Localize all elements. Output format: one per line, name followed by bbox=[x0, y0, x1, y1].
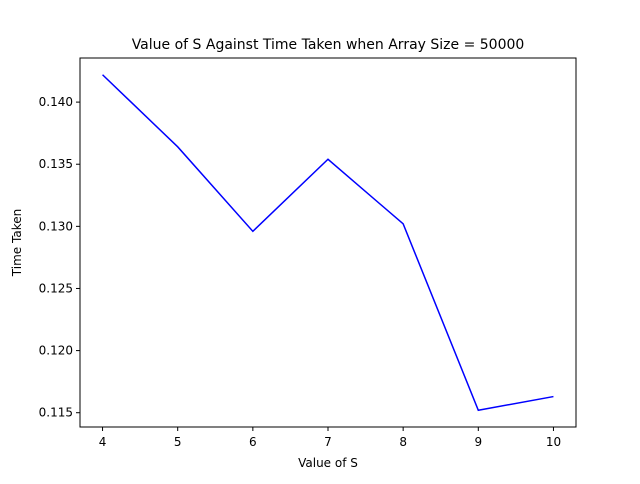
plot-area bbox=[80, 58, 576, 427]
x-axis-label: Value of S bbox=[298, 456, 358, 470]
y-tick-label: 0.140 bbox=[39, 95, 73, 109]
x-tick-label: 9 bbox=[474, 435, 482, 449]
y-tick-label: 0.115 bbox=[39, 406, 73, 420]
x-tick-label: 8 bbox=[399, 435, 407, 449]
x-tick-label: 10 bbox=[546, 435, 561, 449]
y-tick-label: 0.120 bbox=[39, 344, 73, 358]
y-axis-label: Time Taken bbox=[10, 209, 24, 277]
x-tick-label: 4 bbox=[99, 435, 107, 449]
x-tick-label: 7 bbox=[324, 435, 332, 449]
series-layer bbox=[102, 74, 554, 412]
x-tick-label: 6 bbox=[249, 435, 257, 449]
x-axis-ticks: 4 5 6 7 8 9 10 bbox=[99, 427, 561, 449]
series-line-0 bbox=[102, 74, 554, 412]
y-tick-label: 0.125 bbox=[39, 281, 73, 295]
chart-title: Value of S Against Time Taken when Array… bbox=[132, 37, 525, 53]
y-tick-label: 0.135 bbox=[39, 157, 73, 171]
y-tick-label: 0.130 bbox=[39, 219, 73, 233]
y-axis-ticks: 0.115 0.120 0.125 0.130 0.135 0.140 bbox=[39, 95, 80, 420]
x-tick-label: 5 bbox=[174, 435, 182, 449]
